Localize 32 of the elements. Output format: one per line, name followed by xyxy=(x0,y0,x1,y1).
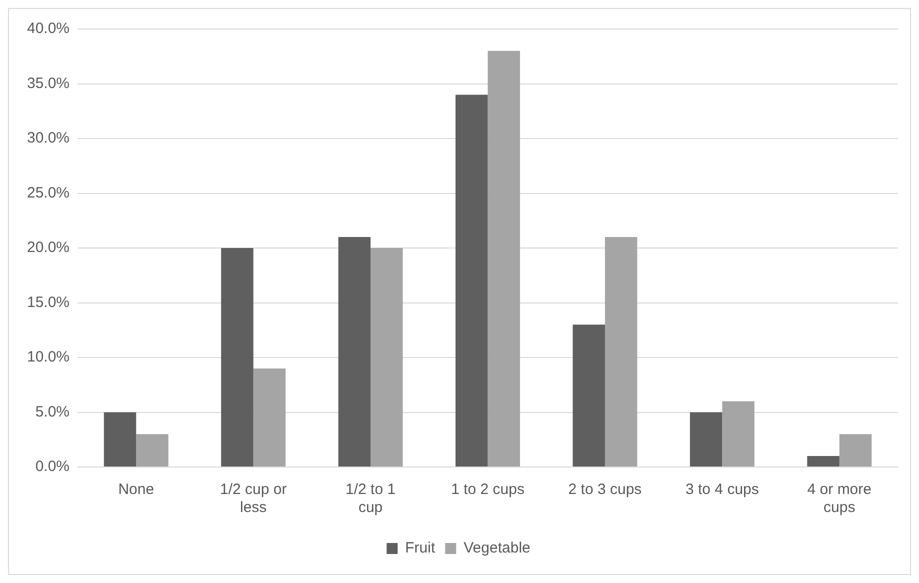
bar xyxy=(104,412,136,466)
bar xyxy=(456,94,488,466)
y-tick-label: 40.0% xyxy=(26,20,70,38)
x-tick-label: 2 to 3 cups xyxy=(568,481,642,498)
y-tick-label: 5.0% xyxy=(35,403,70,420)
y-tick-label: 25.0% xyxy=(26,184,70,202)
y-tick-label: 20.0% xyxy=(26,239,70,256)
bar xyxy=(604,237,638,466)
x-tick-label: 1 to 2 cups xyxy=(451,481,524,498)
bar xyxy=(221,248,254,466)
bar xyxy=(488,50,520,466)
x-tick-label: 1/2 to 1 cup xyxy=(346,481,396,516)
bar xyxy=(839,434,872,466)
legend-label: Fruit xyxy=(405,540,436,557)
y-tick-label: 35.0% xyxy=(26,74,70,92)
bar xyxy=(807,456,840,466)
y-tick-label: 0.0% xyxy=(35,458,70,476)
legend-label: Vegetable xyxy=(464,540,530,557)
x-tick-label: 4 or more cups xyxy=(807,481,872,516)
y-tick-label: 10.0% xyxy=(26,348,70,366)
bar xyxy=(136,434,168,466)
bar xyxy=(722,401,754,466)
y-tick-label: 15.0% xyxy=(26,294,70,311)
x-tick-label: 1/2 cup or less xyxy=(220,481,287,516)
bar xyxy=(370,248,403,466)
bar xyxy=(338,237,371,466)
x-tick-label: 3 to 4 cups xyxy=(685,481,759,498)
y-tick-label: 30.0% xyxy=(26,130,70,147)
bar xyxy=(253,368,286,466)
bar xyxy=(690,412,722,466)
x-tick-label: None xyxy=(118,481,154,498)
bar xyxy=(572,324,605,466)
